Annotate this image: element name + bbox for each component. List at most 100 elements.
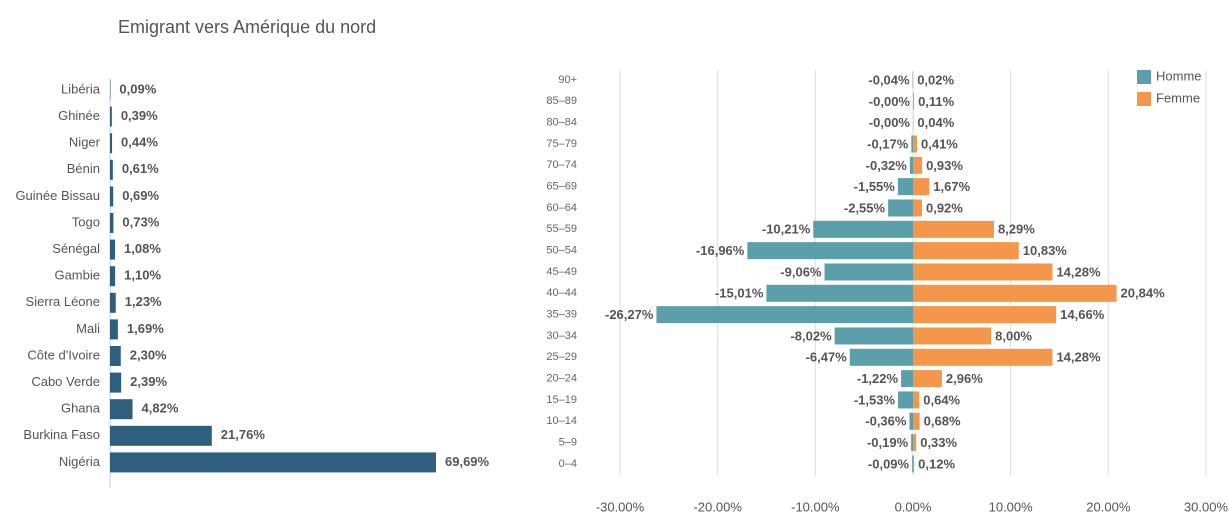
age-label: 55–59 bbox=[546, 223, 577, 235]
x-tick-label: 0.00% bbox=[895, 499, 932, 514]
value-label: 0,02% bbox=[917, 72, 954, 87]
age-label: 85–89 bbox=[546, 95, 577, 107]
value-label: 8,29% bbox=[998, 222, 1035, 237]
value-label: 2,96% bbox=[946, 371, 983, 386]
age-label: 35–39 bbox=[546, 309, 577, 321]
value-label: 8,00% bbox=[995, 328, 1032, 343]
bar bbox=[110, 452, 436, 473]
value-label: -0,04% bbox=[868, 72, 910, 87]
bar bbox=[913, 434, 917, 452]
bar bbox=[909, 412, 913, 430]
category-label: Côte d'Ivoire bbox=[27, 347, 100, 362]
value-label: -8,02% bbox=[790, 328, 832, 343]
value-label: 0,41% bbox=[921, 136, 958, 151]
bar bbox=[110, 239, 116, 260]
bar bbox=[897, 178, 913, 196]
bar bbox=[898, 391, 913, 409]
value-label: 14,66% bbox=[1060, 307, 1105, 322]
value-label: -0,32% bbox=[866, 158, 908, 173]
age-label: 10–14 bbox=[546, 415, 577, 427]
value-label: 1,67% bbox=[933, 179, 970, 194]
bar bbox=[913, 92, 915, 110]
age-label: 75–79 bbox=[546, 138, 577, 150]
bar bbox=[888, 199, 913, 217]
bar bbox=[913, 220, 994, 238]
value-label: -6,47% bbox=[806, 350, 848, 365]
x-tick-label: 20.00% bbox=[1086, 499, 1131, 514]
value-label: -1,55% bbox=[854, 179, 896, 194]
bar bbox=[911, 434, 913, 452]
bar bbox=[110, 399, 133, 420]
age-label: 5–9 bbox=[559, 437, 577, 449]
category-label: Cabo Verde bbox=[31, 374, 100, 389]
bar bbox=[849, 348, 913, 366]
bar bbox=[110, 292, 116, 313]
x-tick-label: 10.00% bbox=[989, 499, 1034, 514]
bar bbox=[913, 263, 1053, 281]
category-label: Togo bbox=[72, 214, 100, 229]
bar bbox=[110, 346, 121, 366]
value-label: 0,44% bbox=[121, 135, 158, 150]
bar bbox=[912, 455, 913, 473]
value-label: -16,96% bbox=[696, 243, 745, 258]
bar bbox=[913, 412, 920, 430]
value-label: 0,92% bbox=[926, 200, 963, 215]
value-label: -26,27% bbox=[605, 307, 654, 322]
bar bbox=[913, 455, 915, 473]
value-label: 1,08% bbox=[124, 241, 161, 256]
value-label: 0,04% bbox=[917, 115, 954, 130]
value-label: -1,22% bbox=[857, 371, 899, 386]
bar bbox=[913, 178, 930, 196]
age-label: 70–74 bbox=[546, 159, 577, 171]
category-label: Gambie bbox=[54, 268, 100, 283]
legend-label: Femme bbox=[1156, 90, 1200, 105]
bar bbox=[913, 348, 1053, 366]
value-label: 0,12% bbox=[918, 456, 955, 471]
bar bbox=[766, 284, 913, 302]
value-label: -15,01% bbox=[715, 286, 764, 301]
bar bbox=[913, 242, 1019, 260]
value-label: 4,82% bbox=[142, 401, 179, 416]
bar bbox=[110, 425, 212, 446]
age-label: 60–64 bbox=[546, 202, 577, 214]
bar bbox=[913, 199, 922, 217]
bar bbox=[834, 327, 913, 345]
chart-title: Emigrant vers Amérique du nord bbox=[118, 17, 376, 37]
value-label: 1,10% bbox=[124, 268, 161, 283]
value-label: 20,84% bbox=[1121, 286, 1166, 301]
value-label: 0,68% bbox=[924, 414, 961, 429]
value-label: -0,09% bbox=[868, 456, 910, 471]
value-label: 0,93% bbox=[926, 158, 963, 173]
age-label: 15–19 bbox=[546, 394, 577, 406]
bar bbox=[913, 370, 942, 388]
age-label: 20–24 bbox=[546, 373, 577, 385]
bar bbox=[110, 106, 112, 127]
value-label: 1,23% bbox=[125, 294, 162, 309]
bar bbox=[824, 263, 913, 281]
value-label: 0,11% bbox=[918, 94, 955, 109]
value-label: 1,69% bbox=[127, 321, 164, 336]
value-label: -1,53% bbox=[854, 392, 896, 407]
value-label: -10,21% bbox=[762, 222, 811, 237]
category-label: Ghana bbox=[61, 401, 101, 416]
category-label: Niger bbox=[69, 135, 101, 150]
age-label: 50–54 bbox=[546, 245, 577, 257]
category-label: Ghinée bbox=[58, 108, 100, 123]
age-label: 65–69 bbox=[546, 181, 577, 193]
value-label: -0,00% bbox=[869, 94, 911, 109]
value-label: -0,00% bbox=[869, 115, 911, 130]
category-label: Libéria bbox=[61, 81, 101, 96]
bar bbox=[110, 186, 114, 207]
bar bbox=[913, 327, 992, 345]
category-label: Guinée Bissau bbox=[15, 188, 100, 203]
category-label: Sénégal bbox=[52, 241, 100, 256]
value-label: 0,64% bbox=[923, 392, 960, 407]
value-label: 0,73% bbox=[122, 214, 159, 229]
age-label: 80–84 bbox=[546, 117, 577, 129]
bar bbox=[110, 319, 118, 340]
x-tick-label: 30.00% bbox=[1184, 499, 1229, 514]
value-label: 2,30% bbox=[130, 347, 167, 362]
value-label: 10,83% bbox=[1023, 243, 1068, 258]
bar bbox=[656, 306, 913, 324]
bar bbox=[110, 159, 113, 180]
